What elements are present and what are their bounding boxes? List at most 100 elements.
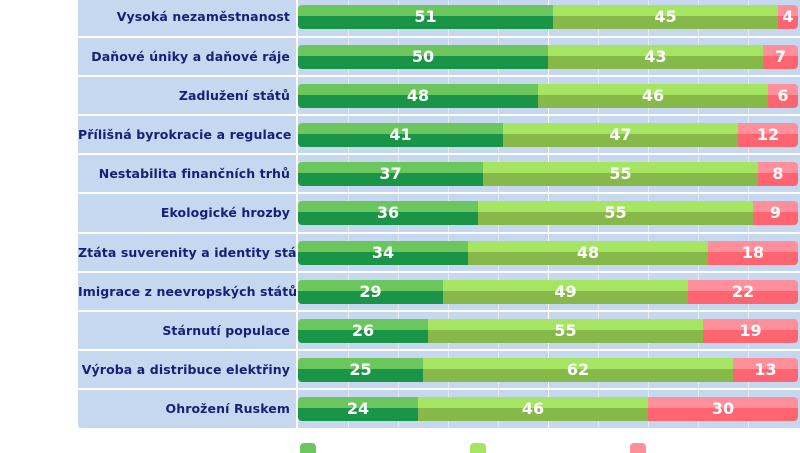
data-label: 18: [741, 242, 765, 262]
divider: [296, 194, 298, 232]
legend-swatch-2: [470, 443, 486, 453]
bar-segment: 22: [688, 279, 798, 304]
chart-row: Výroba a distribuce elektřiny 25 62 13: [78, 351, 800, 391]
bar-segment: 29: [298, 279, 443, 304]
data-label: 29: [359, 281, 382, 301]
chart-row: Imigrace z neevropských států 29 49 22: [78, 272, 800, 312]
category-label: Ohrožení Ruskem: [165, 401, 290, 417]
category-label: Výroba a distribuce elektřiny: [81, 362, 290, 378]
chart-row: Vysoká nezaměstnanost 51 45 4: [78, 0, 800, 38]
bar-segment: 8: [758, 162, 798, 187]
bar-segment: 55: [478, 201, 753, 226]
chart-row: Přílišná byrokracie a regulace 41 47 12: [78, 116, 800, 156]
data-label: 45: [654, 7, 677, 27]
legend-swatch-1: [300, 443, 316, 453]
bar-segment: 7: [763, 44, 798, 69]
bar-segment: 55: [428, 319, 703, 343]
bar-segment: 41: [298, 123, 503, 147]
data-label: 4: [782, 7, 794, 27]
divider: [296, 37, 298, 75]
data-label: 55: [604, 203, 627, 223]
data-label: 49: [554, 281, 577, 301]
bar-segment: 19: [703, 319, 798, 343]
bar-segment: 47: [503, 123, 738, 147]
bar-segment: 49: [443, 279, 688, 304]
category-label: Stárnutí populace: [162, 323, 290, 338]
divider: [296, 76, 298, 114]
data-label: 48: [406, 85, 430, 105]
data-label: 46: [521, 399, 545, 419]
data-label: 13: [754, 360, 777, 380]
bar-segment: 36: [298, 201, 478, 226]
data-label: 36: [376, 203, 400, 223]
chart-row: Zadlužení států 48 46 6: [78, 76, 800, 116]
chart-row: Ekologické hrozby 36 55 9: [78, 194, 800, 234]
data-label: 55: [554, 321, 577, 340]
bar-segment: 46: [538, 83, 768, 108]
chart-row: Nestabilita finančních trhů 37 55 8: [78, 155, 800, 195]
data-label: 50: [411, 46, 435, 66]
divider: [296, 390, 298, 428]
bar-segment: 62: [423, 358, 733, 383]
divider: [296, 312, 298, 350]
divider: [296, 116, 298, 154]
bar-segment: 51: [298, 5, 553, 30]
data-label: 43: [644, 46, 667, 66]
category-label: Ztáta suverenity a identity států: [78, 244, 312, 260]
data-label: 30: [711, 399, 735, 419]
bar-segment: 34: [298, 240, 468, 265]
bar-segment: 46: [418, 397, 648, 422]
chart-row: Stárnutí populace 26 55 19: [78, 312, 800, 352]
data-label: 9: [769, 203, 782, 223]
bar-segment: 55: [483, 162, 758, 187]
divider: [296, 233, 298, 271]
chart-panel: Vysoká nezaměstnanost 51 45 4 Daňové úniky a…: [78, 0, 800, 430]
bar-segment: 30: [648, 397, 798, 422]
bar-segment: 9: [753, 201, 798, 226]
data-label: 41: [389, 125, 412, 144]
bar-segment: 25: [298, 358, 423, 383]
data-label: 12: [756, 125, 780, 144]
category-label: Daňové úniky a daňové ráje: [91, 48, 290, 64]
data-label: 6: [777, 85, 789, 105]
bar-segment: 18: [708, 240, 798, 265]
bar-segment: 12: [738, 123, 798, 147]
divider: [296, 155, 298, 193]
bar-segment: 50: [298, 44, 548, 69]
data-label: 46: [641, 85, 665, 105]
bar-segment: 37: [298, 162, 483, 187]
data-label: 47: [609, 125, 632, 144]
bar-segment: 45: [553, 5, 778, 30]
data-label: 34: [371, 242, 395, 262]
data-label: 37: [379, 164, 402, 184]
category-label: Ekologické hrozby: [160, 205, 290, 221]
category-label: Přílišná byrokracie a regulace: [78, 127, 292, 142]
data-label: 26: [351, 321, 375, 340]
legend-swatch-3: [630, 443, 646, 453]
bar-segment: 48: [468, 240, 708, 265]
divider: [296, 351, 298, 389]
data-label: 24: [346, 399, 370, 419]
data-label: 25: [349, 360, 372, 380]
chart-row: Daňové úniky a daňové ráje 50 43 7: [78, 37, 800, 77]
chart-row: Ohrožení Ruskem 24 46 30: [78, 390, 800, 430]
data-label: 51: [414, 7, 437, 27]
divider: [296, 0, 298, 36]
bar-segment: 26: [298, 319, 428, 343]
data-label: 22: [731, 281, 755, 301]
category-label: Zadlužení států: [178, 87, 290, 103]
data-label: 48: [576, 242, 600, 262]
bar-segment: 48: [298, 83, 538, 108]
category-label: Vysoká nezaměstnanost: [116, 9, 290, 25]
bar-segment: 4: [778, 5, 798, 30]
bar-segment: 24: [298, 397, 418, 422]
category-label: Imigrace z neevropských států: [78, 283, 298, 299]
bar-segment: 6: [768, 83, 798, 108]
data-label: 55: [609, 164, 632, 184]
bar-segment: 13: [733, 358, 798, 383]
chart-row: Ztáta suverenity a identity států 34 48 18: [78, 233, 800, 273]
data-label: 7: [774, 46, 787, 66]
divider: [296, 272, 298, 310]
data-label: 62: [566, 360, 590, 380]
data-label: 8: [772, 164, 784, 184]
